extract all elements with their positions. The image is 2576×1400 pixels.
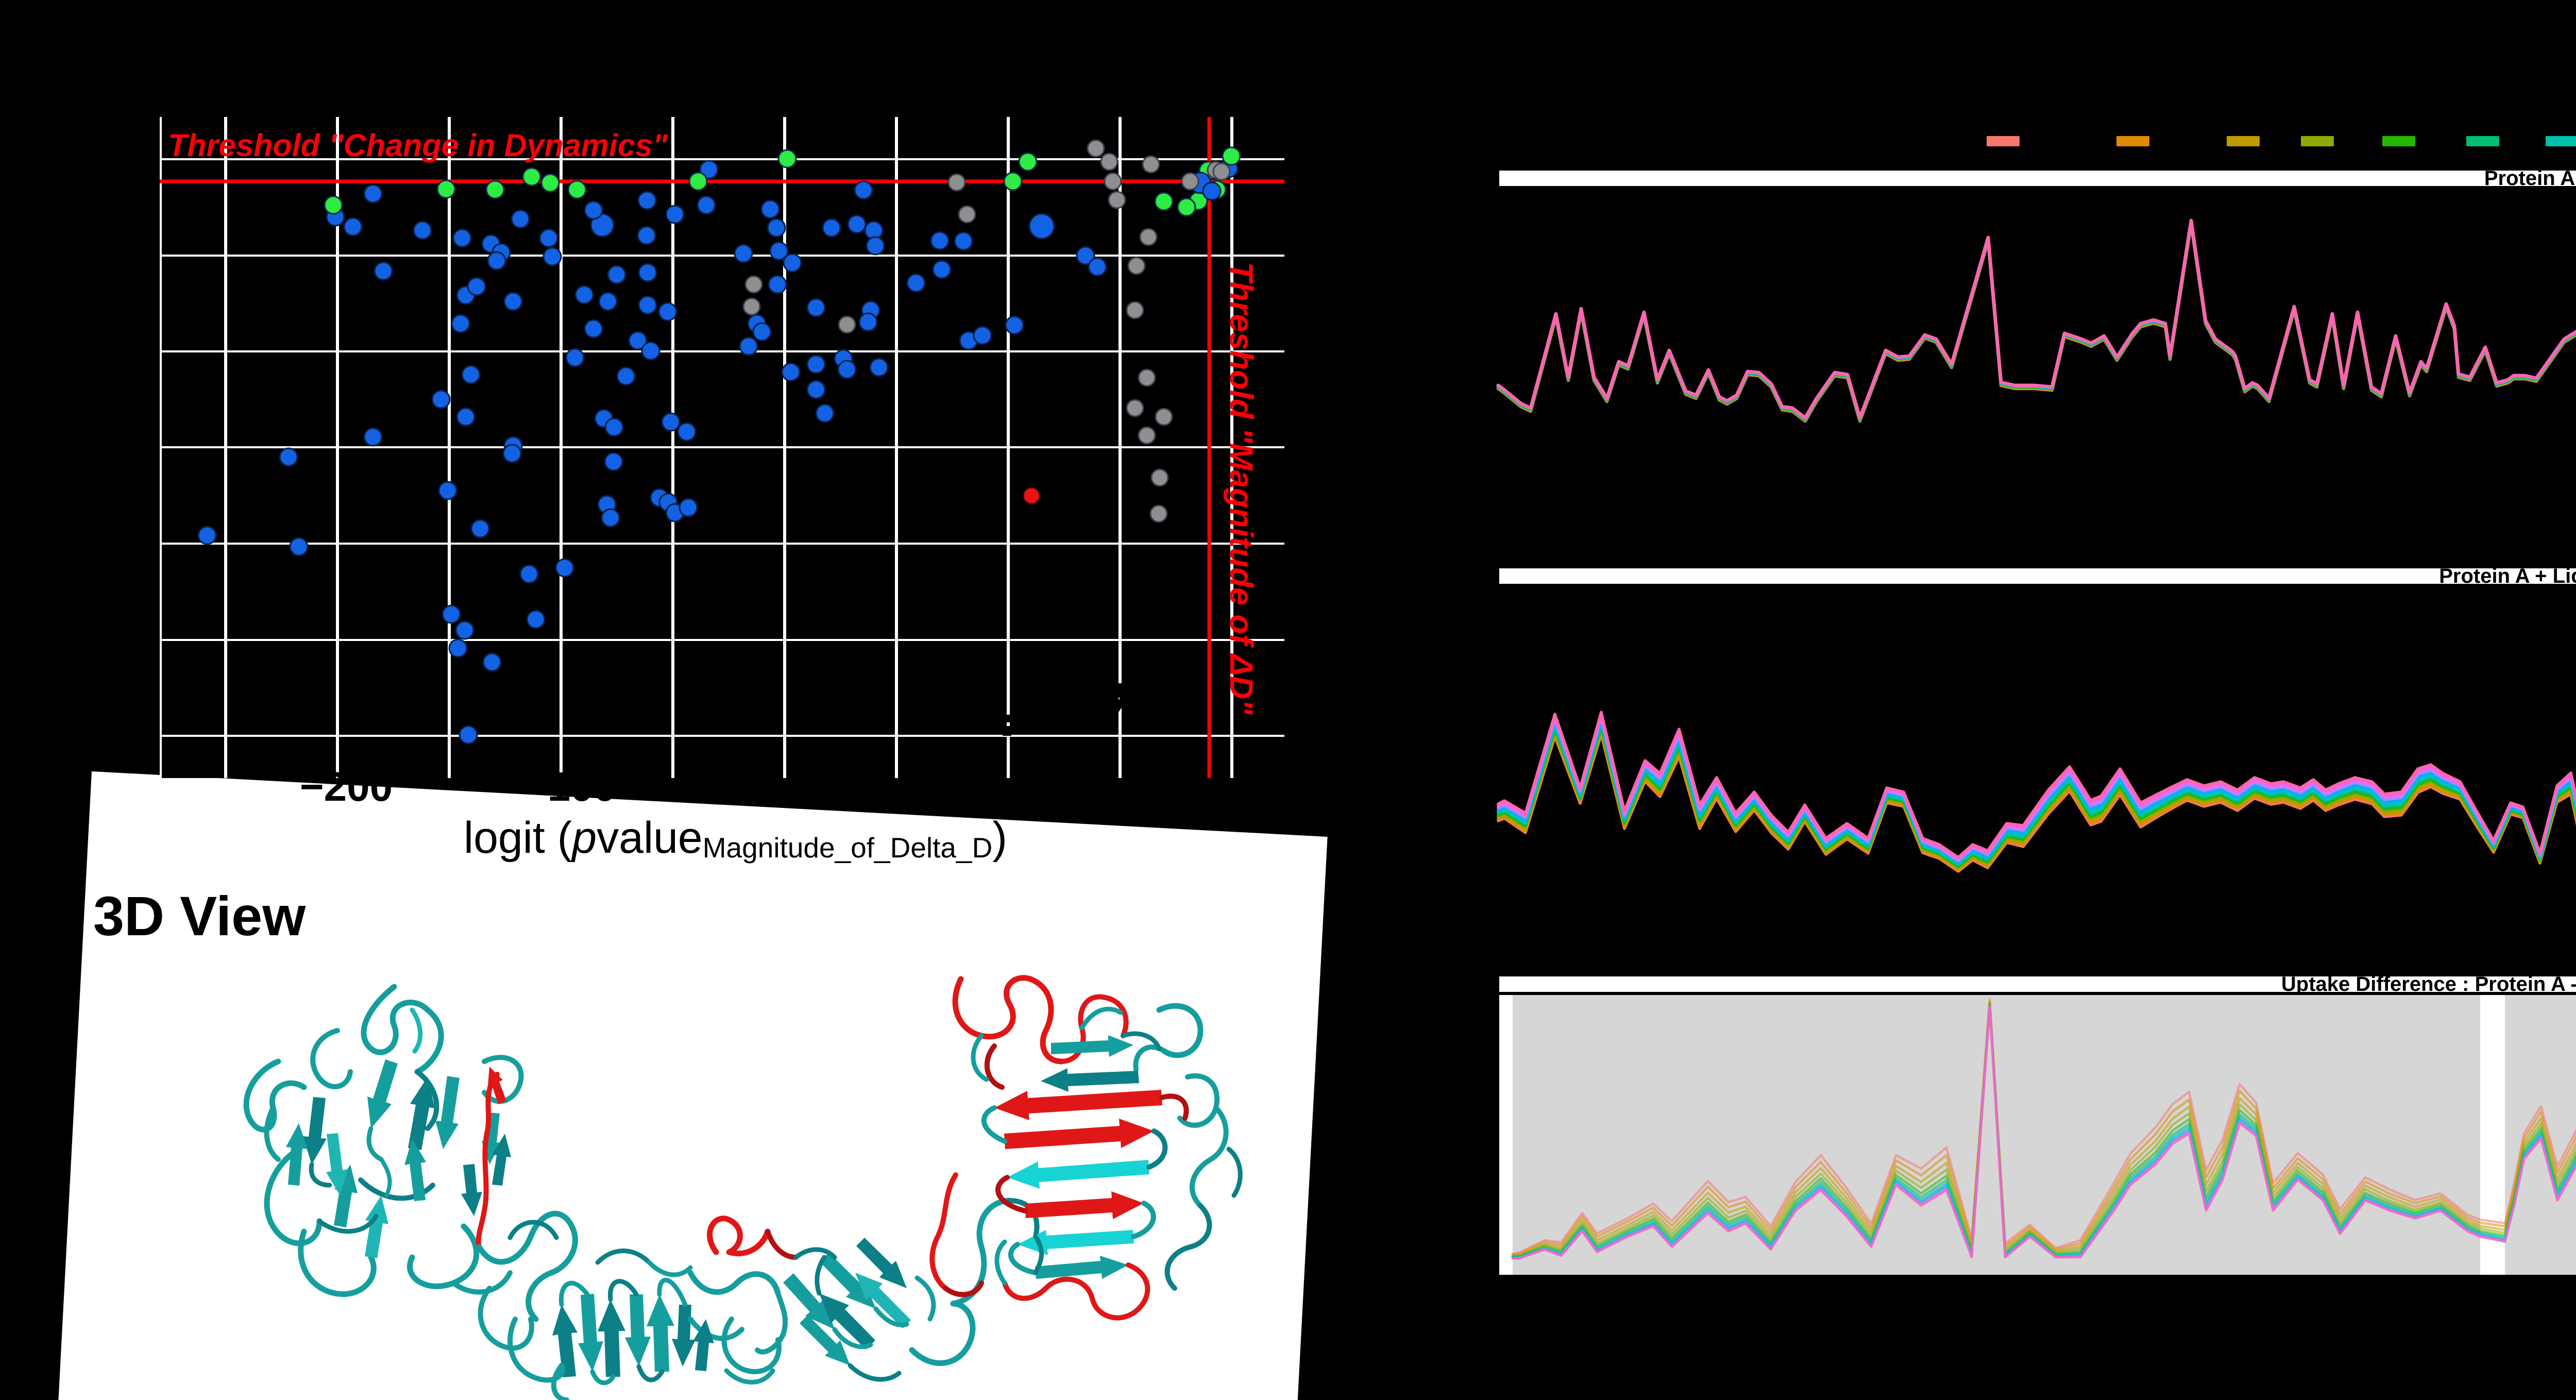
svg-text:−100: −100: [523, 764, 616, 809]
svg-text:Protein A: Protein A: [2484, 167, 2575, 190]
svg-text:Threshold "Change in Dynamics": Threshold "Change in Dynamics": [168, 128, 668, 163]
svg-text:−200: −200: [300, 764, 393, 809]
svg-text:Uptake Difference : Protein A: Uptake Difference : Protein A - (Protein…: [2281, 973, 2576, 996]
svg-text:Protein A + Ligand: Protein A + Ligand: [2439, 565, 2576, 587]
svg-text:Threshold "Magnitude of ΔD": Threshold "Magnitude of ΔD": [1223, 262, 1259, 715]
svg-text:3D View: 3D View: [93, 885, 306, 947]
